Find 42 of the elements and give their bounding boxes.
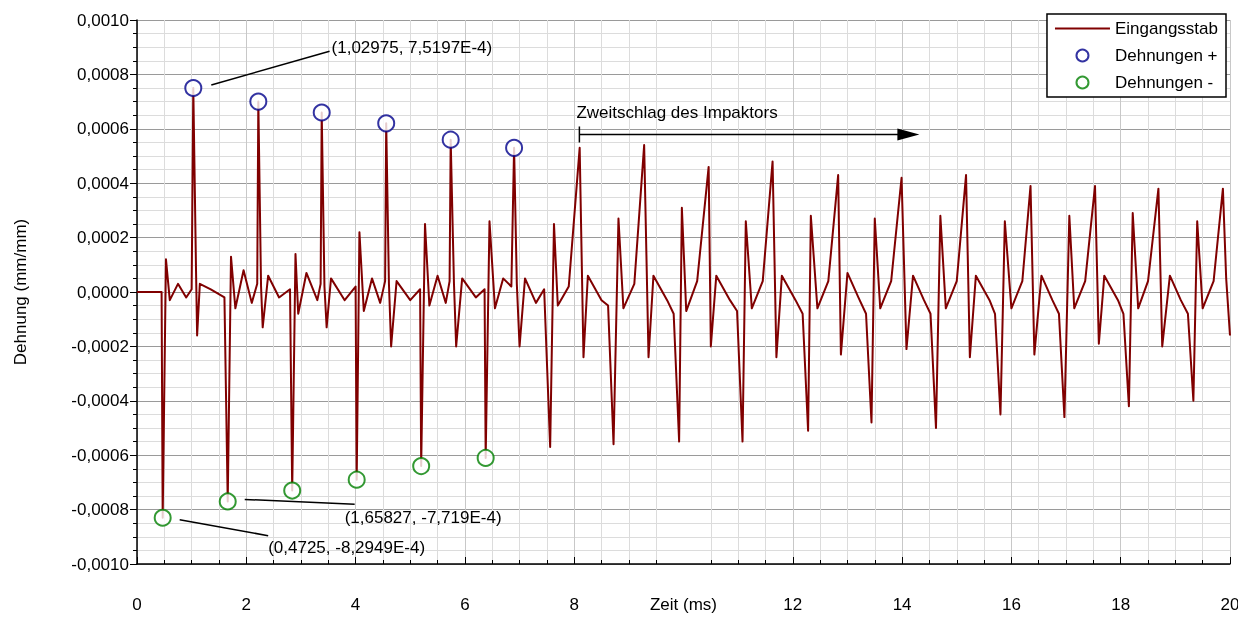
x-tick-label: 0 — [132, 595, 142, 614]
legend-label: Dehnungen + — [1114, 46, 1218, 65]
x-tick-label: 8 — [569, 595, 579, 614]
y-tick-label: 0,0010 — [77, 10, 129, 30]
x-tick-label: 18 — [1111, 595, 1131, 614]
point — [441, 130, 460, 149]
point — [184, 79, 203, 97]
annotation: (0,4725, -8,2949E-4) — [268, 538, 426, 558]
x-tick-label: 2 — [241, 595, 252, 614]
legend-label: Eingangsstab — [1114, 19, 1219, 38]
x-tick-label: 16 — [1001, 595, 1021, 614]
point — [377, 114, 396, 133]
legend-label: Dehnungen - — [1114, 73, 1214, 92]
y-tick-label: 0,0008 — [77, 64, 129, 84]
y-tick-label: -0,0004 — [71, 391, 129, 411]
x-tick-label: 20 — [1220, 595, 1240, 614]
y-tick-label: 0,0000 — [77, 282, 129, 302]
y-tick-label: 0,0002 — [77, 228, 129, 248]
point — [476, 448, 495, 467]
y-axis-title: Dehnung (mm/mm) — [11, 218, 30, 366]
point — [505, 138, 524, 157]
point — [249, 92, 268, 111]
annotation: (1,65827, -7,719E-4) — [344, 507, 502, 527]
x-tick-label: 12 — [783, 595, 803, 614]
annotation: Zweitschlag des Impaktors — [576, 102, 778, 122]
point — [412, 457, 431, 476]
x-tick-label: 14 — [892, 595, 912, 614]
y-tick-label: -0,0002 — [71, 336, 129, 356]
x-tick-label: 6 — [460, 595, 470, 614]
annotation: (1,02975, 7,5197E-4) — [331, 37, 493, 57]
point — [312, 103, 331, 122]
y-tick-label: 0,0006 — [77, 119, 129, 139]
point — [283, 481, 302, 500]
x-axis-title: Zeit (ms) — [649, 594, 718, 614]
point — [347, 470, 366, 489]
y-tick-label: -0,0008 — [71, 500, 129, 520]
y-tick-label: 0,0004 — [77, 173, 129, 193]
x-tick-label: 4 — [350, 595, 361, 614]
point — [218, 492, 237, 511]
y-tick-label: -0,0006 — [71, 445, 129, 465]
y-tick-label: -0,0010 — [71, 554, 129, 574]
point — [153, 508, 172, 527]
